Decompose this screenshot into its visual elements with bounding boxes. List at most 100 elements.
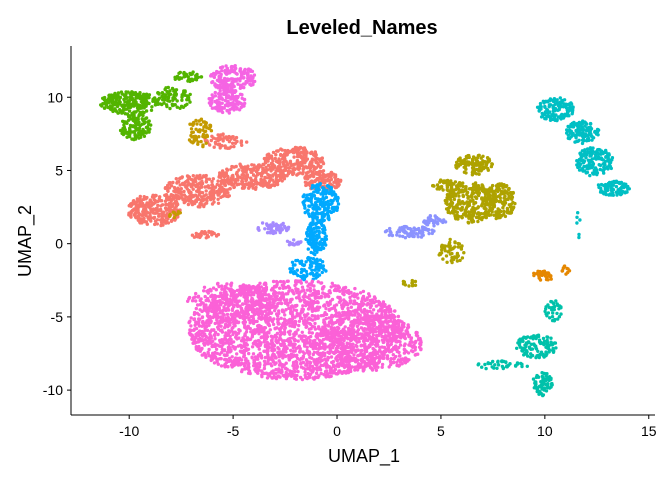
data-point — [318, 263, 323, 267]
data-point — [292, 155, 296, 159]
data-point — [139, 199, 143, 203]
data-point — [298, 299, 302, 303]
data-point — [182, 89, 186, 93]
data-point — [225, 312, 230, 317]
data-point — [169, 198, 174, 202]
data-point — [339, 347, 344, 351]
data-point — [315, 265, 320, 269]
data-point — [330, 371, 335, 375]
data-point — [331, 172, 336, 176]
data-point — [320, 237, 324, 242]
data-point — [216, 201, 221, 205]
data-point — [299, 316, 304, 321]
data-point — [245, 327, 249, 331]
data-point — [297, 162, 302, 166]
data-point — [303, 176, 307, 180]
data-point — [126, 114, 131, 118]
data-point — [271, 231, 275, 235]
data-point — [354, 334, 358, 339]
data-point — [158, 208, 162, 212]
data-point — [321, 177, 325, 181]
data-point — [320, 358, 324, 363]
data-point — [283, 347, 288, 352]
data-point — [317, 338, 322, 342]
data-point — [162, 213, 166, 218]
data-point — [292, 242, 296, 247]
data-point — [378, 302, 383, 306]
data-point — [329, 325, 333, 329]
data-point — [304, 165, 308, 169]
data-point — [372, 295, 377, 299]
data-point — [210, 179, 214, 184]
data-point — [208, 332, 212, 336]
data-point — [353, 368, 357, 372]
data-point — [296, 328, 300, 332]
data-point — [208, 143, 212, 147]
data-point — [176, 195, 181, 199]
data-point — [293, 167, 297, 172]
data-point — [267, 323, 272, 328]
data-point — [236, 344, 241, 348]
data-point — [303, 334, 308, 339]
data-point — [163, 206, 168, 210]
data-point — [108, 104, 113, 108]
data-point — [315, 358, 319, 362]
data-point — [310, 236, 314, 240]
data-point — [277, 337, 282, 342]
data-point — [309, 327, 313, 331]
data-point — [290, 297, 294, 301]
data-point — [297, 294, 301, 298]
data-point — [154, 193, 158, 198]
data-point — [302, 263, 306, 268]
data-point — [321, 175, 326, 179]
data-point — [330, 281, 334, 285]
data-point — [259, 174, 264, 178]
data-point — [315, 241, 319, 245]
data-point — [333, 185, 338, 190]
data-point — [370, 341, 374, 346]
data-point — [149, 219, 153, 223]
data-point — [253, 367, 257, 371]
data-point — [150, 105, 154, 109]
data-point — [192, 312, 197, 317]
data-point — [130, 90, 134, 94]
data-point — [278, 286, 282, 290]
data-point — [142, 204, 146, 208]
data-point — [356, 296, 360, 300]
data-point — [282, 317, 287, 321]
data-point — [230, 326, 234, 331]
data-point — [307, 282, 312, 286]
data-point — [323, 212, 327, 217]
data-point — [210, 183, 214, 187]
data-point — [305, 230, 309, 235]
data-point — [265, 312, 269, 316]
data-point — [308, 300, 313, 304]
data-point — [196, 140, 200, 144]
data-point — [134, 124, 138, 128]
data-point — [328, 302, 332, 306]
data-point — [172, 215, 176, 220]
data-point — [266, 163, 271, 167]
data-point — [268, 328, 272, 332]
data-point — [314, 157, 318, 161]
data-point — [397, 322, 401, 326]
data-point — [166, 221, 171, 225]
data-point — [314, 292, 318, 297]
data-point — [257, 287, 262, 291]
data-point — [138, 106, 142, 110]
data-point — [194, 340, 199, 344]
data-point — [188, 100, 192, 104]
data-point — [304, 358, 309, 362]
data-point — [324, 200, 328, 205]
scatter-points — [99, 63, 631, 398]
data-point — [232, 185, 236, 189]
data-point — [351, 342, 355, 346]
data-point — [193, 77, 197, 81]
data-point — [229, 145, 233, 149]
data-point — [278, 333, 282, 337]
data-point — [198, 337, 202, 341]
data-point — [295, 158, 300, 163]
data-point — [376, 333, 381, 338]
data-point — [341, 310, 345, 315]
data-point — [263, 355, 268, 360]
